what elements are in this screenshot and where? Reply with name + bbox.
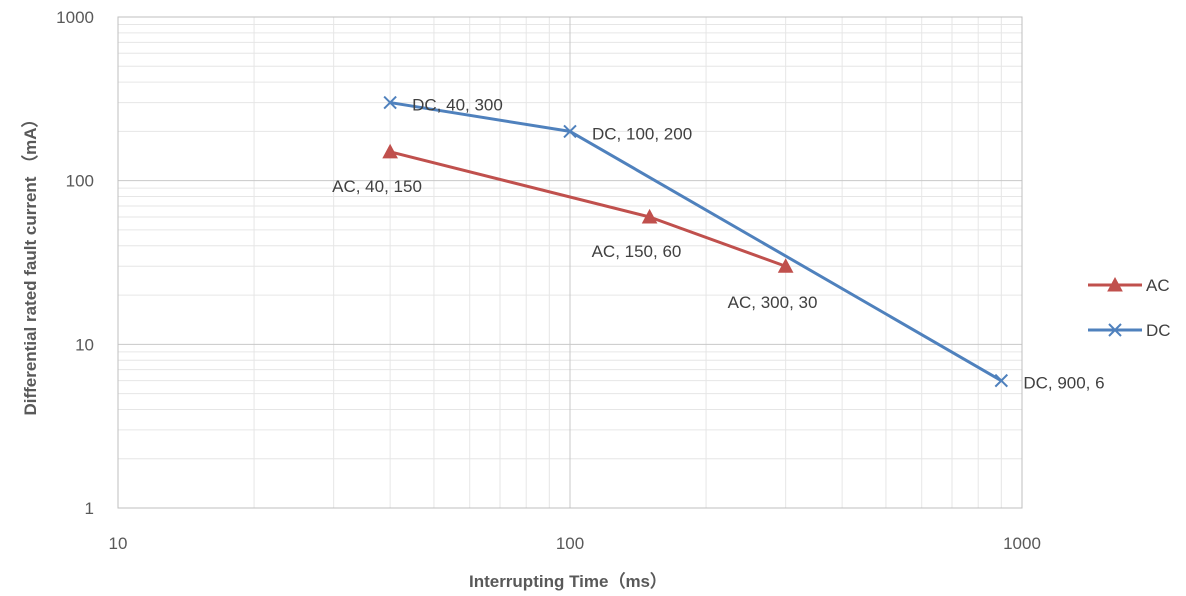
dc-data-label: DC, 100, 200 xyxy=(592,124,692,143)
x-tick-labels: 10 100 1000 xyxy=(109,534,1041,553)
legend-ac-label: AC xyxy=(1146,276,1170,295)
dc-point-marker xyxy=(383,95,397,110)
y-axis-title: Differential rated fault current （mA） xyxy=(20,110,40,415)
x-tick-label: 10 xyxy=(109,534,128,553)
legend: AC DC xyxy=(1088,276,1171,340)
plot-area-frame xyxy=(117,16,1023,509)
dc-data-label: DC, 40, 300 xyxy=(412,96,503,115)
ac-data-label: AC, 40, 150 xyxy=(332,177,422,196)
dc-point-marker xyxy=(994,373,1009,388)
dc-series-line xyxy=(389,101,1003,382)
x-axis-title: Interrupting Time（ms） xyxy=(469,571,667,591)
legend-dc-label: DC xyxy=(1146,321,1171,340)
ac-series-line xyxy=(389,150,787,268)
legend-dc-marker xyxy=(1108,323,1122,337)
data-labels: AC, 40, 150 AC, 150, 60 AC, 300, 30 DC, 40,… xyxy=(332,96,1104,393)
y-tick-label: 1000 xyxy=(56,8,94,27)
ac-data-label: AC, 150, 60 xyxy=(592,242,682,261)
y-tick-labels: 1 10 100 1000 xyxy=(56,8,94,518)
x-tick-label: 1000 xyxy=(1003,534,1041,553)
y-tick-label: 1 xyxy=(85,499,94,518)
dc-data-label: DC, 900, 6 xyxy=(1023,374,1104,393)
ac-point-marker xyxy=(777,258,794,273)
ac-point-marker xyxy=(382,143,398,159)
x-tick-label: 100 xyxy=(556,534,584,553)
dc-point-marker xyxy=(563,124,577,139)
y-tick-label: 100 xyxy=(66,172,94,191)
y-tick-label: 10 xyxy=(75,335,94,354)
ac-point-marker xyxy=(641,208,658,224)
series-layer xyxy=(382,95,1009,388)
legend-ac-marker xyxy=(1107,276,1123,292)
ac-data-label: AC, 300, 30 xyxy=(728,293,818,312)
